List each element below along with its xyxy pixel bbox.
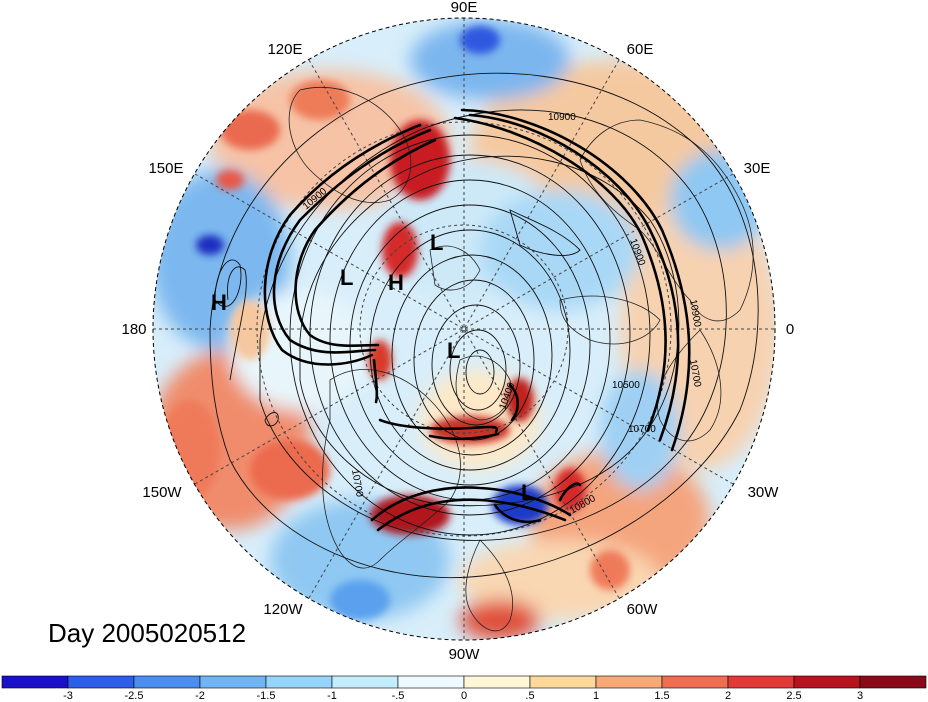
- contour-label: 10900: [687, 299, 703, 329]
- height-contours: [209, 72, 759, 579]
- colorbar-swatch: [595, 675, 663, 689]
- colorbar-swatch: [1, 675, 69, 689]
- colorbar-tick-label: -1: [327, 690, 337, 702]
- lon-label-120w: 120W: [263, 601, 303, 618]
- colorbar-tick-label: -1.5: [257, 690, 276, 702]
- contour-label: 10900: [548, 112, 576, 123]
- colorbar-swatch: [661, 675, 729, 689]
- contour-label: 10700: [628, 424, 656, 435]
- colorbar-tick-label: -.5: [392, 690, 405, 702]
- lon-label-150e: 150E: [148, 160, 183, 177]
- date-title: Day 2005020512: [48, 618, 247, 648]
- colorbar-tick-label: -2: [195, 690, 205, 702]
- high-pressure-marker: H: [211, 290, 227, 315]
- lon-label-60e: 60E: [627, 41, 654, 58]
- colorbar-swatch: [199, 675, 267, 689]
- jet-contours: [263, 108, 691, 532]
- lon-label-150w: 150W: [142, 484, 182, 501]
- contour-label: 10500: [612, 380, 640, 391]
- map-border: [152, 17, 776, 641]
- contour-label: 10700: [687, 359, 703, 389]
- colorbar-swatch: [265, 675, 333, 689]
- colorbar-tick-label: -3: [63, 690, 73, 702]
- pressure-markers: L L H L H L: [211, 230, 534, 505]
- colorbar-swatch: [859, 675, 927, 689]
- colorbar-tick-label: 2: [725, 690, 731, 702]
- colorbar-tick-label: 1.5: [654, 690, 669, 702]
- low-pressure-marker: L: [521, 480, 534, 505]
- colorbar-swatch: [331, 675, 399, 689]
- contour-label: 10700: [349, 469, 365, 499]
- colorbar-swatch: [529, 675, 597, 689]
- colorbar-swatch: [67, 675, 135, 689]
- colorbar-swatch: [397, 675, 465, 689]
- colorbar-tick-label: .5: [525, 690, 534, 702]
- low-pressure-marker: L: [340, 265, 353, 290]
- high-pressure-marker: H: [388, 270, 404, 295]
- colorbar-swatch: [463, 675, 531, 689]
- colorbar-tick-label: 2.5: [786, 690, 801, 702]
- lon-label-60w: 60W: [627, 601, 659, 618]
- colorbar-tick-label: -2.5: [125, 690, 144, 702]
- low-pressure-marker: L: [447, 338, 460, 363]
- colorbar-swatch: [793, 675, 861, 689]
- longitude-labels: 90E 60E 30E 0 30W 60W 90W 120W 150W 180 …: [121, 0, 794, 663]
- lon-label-180: 180: [121, 321, 146, 338]
- colorbar-swatch: [133, 675, 201, 689]
- colorbar-swatch: [727, 675, 795, 689]
- lon-label-0: 0: [786, 321, 794, 338]
- lon-label-30e: 30E: [744, 160, 771, 177]
- low-pressure-marker: L: [430, 230, 443, 255]
- colorbar: -3 -2.5 -2 -1.5 -1 -.5 0 .5 1 1.5 2 2.5 3: [1, 675, 927, 702]
- lon-label-30w: 30W: [748, 484, 780, 501]
- lon-label-90e: 90E: [451, 0, 478, 16]
- graticule: [153, 18, 775, 640]
- colorbar-tick-label: 3: [857, 690, 863, 702]
- colorbar-tick-label: 1: [593, 690, 599, 702]
- colorbar-tick-label: 0: [461, 690, 467, 702]
- lon-label-120e: 120E: [267, 41, 302, 58]
- lon-label-90w: 90W: [449, 646, 481, 663]
